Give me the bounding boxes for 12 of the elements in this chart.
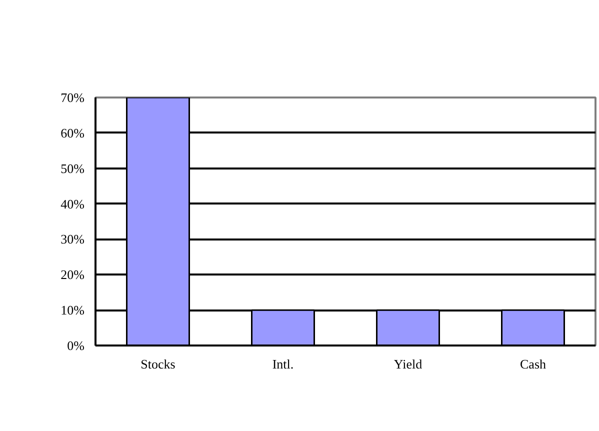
y-tick-label: 60% — [60, 125, 85, 140]
y-tick-label: 0% — [67, 338, 85, 353]
x-tick-label: Cash — [520, 356, 546, 372]
y-tick-label: 70% — [60, 90, 85, 105]
y-tick-label: 20% — [60, 267, 85, 282]
y-tick-label: 10% — [60, 302, 85, 318]
x-tick-label: Stocks — [140, 356, 176, 372]
x-tick-label: Intl. — [272, 356, 294, 372]
y-tick-label: 50% — [60, 160, 85, 176]
y-tick-label: 40% — [60, 196, 85, 212]
x-tick-label: Yield — [394, 356, 423, 372]
y-tick-label: 30% — [60, 232, 85, 247]
